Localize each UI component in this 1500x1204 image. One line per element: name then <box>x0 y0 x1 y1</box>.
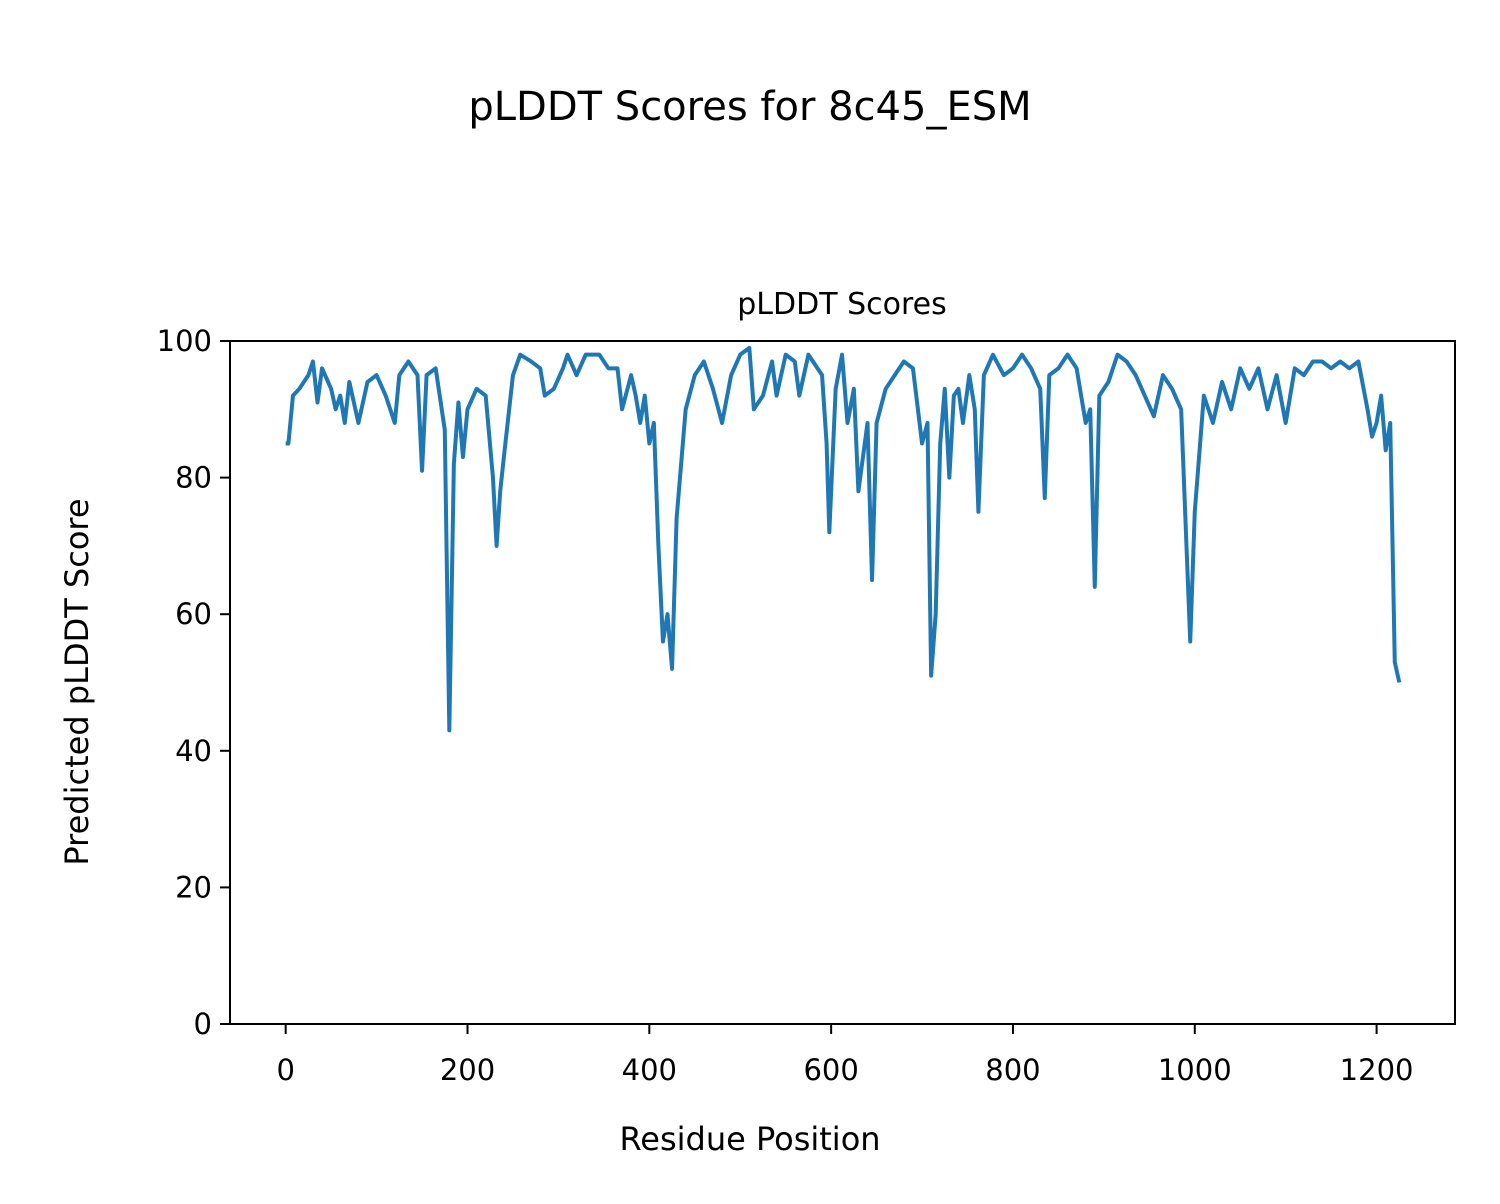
y-tick-label: 100 <box>157 324 212 358</box>
y-tick-label: 80 <box>175 461 212 495</box>
y-tick-label: 20 <box>175 870 212 904</box>
y-tick-label: 40 <box>175 734 212 768</box>
x-tick-label: 600 <box>803 1053 858 1087</box>
y-tick-label: 60 <box>175 597 212 631</box>
x-tick-label: 200 <box>440 1053 495 1087</box>
chart-title: pLDDT Scores for 8c45_ESM <box>468 84 1031 130</box>
x-tick-label: 0 <box>276 1053 294 1087</box>
x-tick-label: 400 <box>622 1053 677 1087</box>
x-tick-label: 800 <box>985 1053 1040 1087</box>
x-axis-label: Residue Position <box>619 1120 880 1158</box>
chart-subtitle: pLDDT Scores <box>737 287 946 322</box>
data-line <box>285 345 1402 733</box>
x-tick-label: 1200 <box>1340 1053 1414 1087</box>
x-tick-label: 1000 <box>1158 1053 1232 1087</box>
y-axis-label: Predicted pLDDT Score <box>58 498 96 865</box>
y-tick-label: 0 <box>194 1007 212 1041</box>
plot-frame <box>229 340 1456 1025</box>
